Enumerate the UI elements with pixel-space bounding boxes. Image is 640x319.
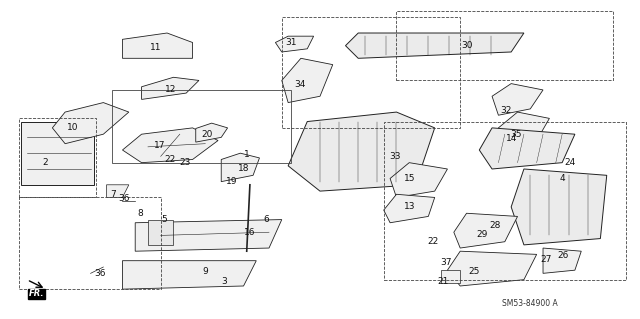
Text: 29: 29	[477, 230, 488, 239]
Bar	[19, 118, 96, 197]
Text: 5: 5	[161, 215, 167, 224]
Text: 36: 36	[118, 194, 129, 203]
Text: 11: 11	[150, 43, 161, 52]
Text: 36: 36	[95, 269, 106, 278]
Text: 12: 12	[164, 85, 176, 94]
Text: 35: 35	[511, 130, 522, 139]
Polygon shape	[52, 103, 129, 144]
Text: 7: 7	[110, 190, 116, 199]
Polygon shape	[148, 219, 173, 245]
Text: 21: 21	[437, 277, 449, 286]
Polygon shape	[447, 251, 537, 286]
Polygon shape	[135, 219, 282, 251]
Text: 37: 37	[440, 258, 452, 267]
Polygon shape	[499, 112, 549, 144]
Polygon shape	[20, 122, 94, 185]
Polygon shape	[454, 213, 518, 248]
Text: 22: 22	[427, 237, 438, 246]
Text: 1: 1	[244, 150, 250, 159]
Text: 22: 22	[164, 155, 176, 164]
Bar	[111, 90, 291, 163]
Text: 6: 6	[263, 215, 269, 224]
Polygon shape	[106, 185, 129, 197]
Text: 23: 23	[179, 158, 191, 167]
Text: 13: 13	[403, 203, 415, 211]
Polygon shape	[221, 153, 259, 182]
Polygon shape	[122, 261, 256, 289]
Polygon shape	[196, 123, 228, 142]
Polygon shape	[384, 194, 435, 223]
Bar	[384, 122, 626, 280]
Text: 25: 25	[468, 267, 480, 276]
Bar	[396, 11, 613, 80]
Polygon shape	[492, 84, 543, 115]
Text: 14: 14	[506, 134, 517, 144]
Text: 3: 3	[221, 277, 227, 286]
Text: 33: 33	[390, 152, 401, 161]
Bar	[19, 197, 161, 289]
Polygon shape	[122, 33, 193, 58]
Polygon shape	[441, 270, 460, 283]
Text: 2: 2	[42, 158, 47, 167]
Text: 28: 28	[490, 221, 501, 230]
Polygon shape	[122, 128, 218, 163]
Text: 20: 20	[201, 130, 212, 139]
Polygon shape	[346, 33, 524, 58]
Polygon shape	[479, 128, 575, 169]
Text: 15: 15	[403, 174, 415, 183]
Text: 27: 27	[540, 255, 551, 263]
Text: 31: 31	[285, 38, 297, 47]
Text: 17: 17	[154, 141, 165, 150]
Polygon shape	[511, 169, 607, 245]
Text: 24: 24	[564, 158, 575, 167]
Text: 10: 10	[67, 123, 79, 132]
Polygon shape	[543, 248, 581, 273]
Text: 4: 4	[559, 174, 565, 183]
Polygon shape	[275, 36, 314, 52]
Text: 32: 32	[500, 106, 512, 115]
Polygon shape	[141, 77, 199, 100]
Text: 19: 19	[227, 177, 238, 186]
Polygon shape	[288, 112, 435, 191]
Text: 34: 34	[294, 80, 305, 89]
Text: 16: 16	[244, 228, 255, 237]
Text: 30: 30	[461, 41, 472, 50]
Text: 8: 8	[138, 209, 143, 218]
Text: 26: 26	[557, 251, 569, 260]
Polygon shape	[282, 58, 333, 103]
Text: 18: 18	[238, 165, 250, 174]
Text: 9: 9	[202, 267, 208, 276]
Text: SM53-84900 A: SM53-84900 A	[502, 299, 558, 308]
Polygon shape	[390, 163, 447, 197]
Bar	[282, 17, 460, 128]
Text: FR.: FR.	[29, 289, 44, 298]
